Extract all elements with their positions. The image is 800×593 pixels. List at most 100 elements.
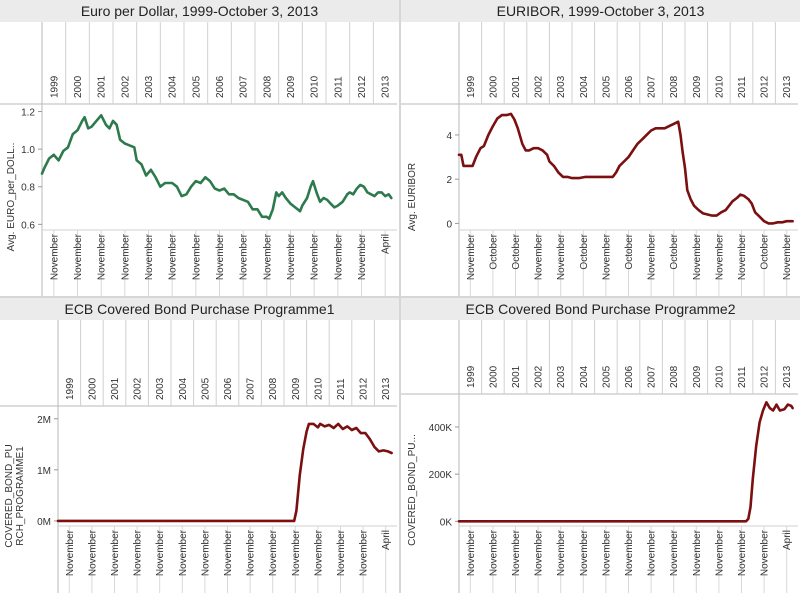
month-axis-label: November xyxy=(97,233,108,280)
y-tick-label: 0 xyxy=(446,219,452,230)
y-axis-title: COVERED_BOND_PU xyxy=(4,444,15,547)
year-header-label: 2009 xyxy=(286,75,297,98)
month-axis-label: November xyxy=(488,529,499,576)
year-header-label: 2004 xyxy=(579,75,590,98)
month-axis-label: November xyxy=(286,233,297,280)
month-axis-label: October xyxy=(511,233,522,269)
y-axis-title: Avg. EURO_per_DOLL.. xyxy=(6,143,17,252)
y-tick-label: 0K xyxy=(440,517,453,528)
month-axis-label: November xyxy=(133,529,144,576)
series-line xyxy=(457,401,794,523)
year-header-label: 2001 xyxy=(110,377,121,400)
year-header-label: 2010 xyxy=(313,377,324,400)
month-axis-label: November xyxy=(466,233,477,280)
month-axis-label: October xyxy=(579,233,590,269)
y-tick-label: 2M xyxy=(37,415,51,426)
year-header-label: 2004 xyxy=(178,377,189,400)
year-header-label: 2000 xyxy=(87,377,98,400)
month-axis-label: October xyxy=(669,233,680,269)
month-axis-label: November xyxy=(155,529,166,576)
year-header-label: 2007 xyxy=(246,377,257,400)
year-header-label: 1999 xyxy=(65,377,76,400)
month-axis-label: November xyxy=(191,233,202,280)
y-tick-label: 0M xyxy=(37,517,51,528)
chart-title: EURIBOR, 1999-October 3, 2013 xyxy=(401,0,800,22)
y-axis-title: Avg. EURIBOR xyxy=(407,163,418,231)
month-axis-label: November xyxy=(178,529,189,576)
month-axis-label: April xyxy=(782,530,793,550)
year-header-label: 2006 xyxy=(215,75,226,98)
chart-panel-cbpp2: ECB Covered Bond Purchase Programme2 199… xyxy=(401,298,800,593)
year-header-label: 2013 xyxy=(782,365,793,388)
year-header-label: 2007 xyxy=(647,75,658,98)
y-tick-label: 1.2 xyxy=(21,108,35,119)
year-header-label: 2001 xyxy=(511,365,522,388)
year-header-label: 2010 xyxy=(714,75,725,98)
year-header-label: 1999 xyxy=(466,75,477,98)
month-axis-label: November xyxy=(737,233,748,280)
month-axis-label: November xyxy=(246,529,257,576)
panel-divider-horizontal xyxy=(0,296,800,298)
year-header-label: 2012 xyxy=(760,75,771,98)
chart-title: ECB Covered Bond Purchase Programme1 xyxy=(0,298,399,320)
year-header-label: 1999 xyxy=(466,365,477,388)
year-header-label: 1999 xyxy=(49,75,60,98)
year-header-label: 2005 xyxy=(200,377,211,400)
chart-plot: 1999 November 2000 October 2001 October 2002 No… xyxy=(401,22,798,296)
y-tick-label: 1M xyxy=(37,466,51,477)
year-header-label: 2002 xyxy=(534,365,545,388)
y-tick-label: 2 xyxy=(446,175,452,186)
month-axis-label: November xyxy=(782,233,793,280)
month-axis-label: November xyxy=(49,233,60,280)
chart-plot: 1999 November 2000 November 2001 November 2002… xyxy=(401,320,798,593)
year-header-label: 2009 xyxy=(692,75,703,98)
month-axis-label: November xyxy=(466,529,477,576)
year-header-label: 2000 xyxy=(488,75,499,98)
month-axis-label: November xyxy=(579,529,590,576)
month-axis-label: November xyxy=(268,529,279,576)
year-header-label: 2000 xyxy=(73,75,84,98)
y-tick-label: 0.6 xyxy=(21,220,35,231)
month-axis-label: November xyxy=(556,529,567,576)
year-header-label: 2004 xyxy=(168,75,179,98)
month-axis-label: November xyxy=(714,233,725,280)
month-axis-label: November xyxy=(534,233,545,280)
month-axis-label: November xyxy=(333,233,344,280)
y-tick-label: 4 xyxy=(446,131,452,142)
year-header-label: 2011 xyxy=(333,76,344,98)
year-header-label: 2009 xyxy=(291,377,302,400)
month-axis-label: November xyxy=(200,529,211,576)
year-header-label: 2002 xyxy=(133,377,144,400)
year-header-label: 2008 xyxy=(669,75,680,98)
year-header-label: 2005 xyxy=(191,75,202,98)
year-header-label: 2001 xyxy=(97,75,108,98)
month-axis-label: November xyxy=(223,529,234,576)
month-axis-label: April xyxy=(381,530,392,550)
month-axis-label: November xyxy=(624,529,635,576)
month-axis-label: November xyxy=(144,233,155,280)
year-header-label: 2012 xyxy=(359,377,370,400)
year-header-label: 2008 xyxy=(669,365,680,388)
year-header-label: 2006 xyxy=(624,75,635,98)
month-axis-label: November xyxy=(65,529,76,576)
year-header-label: 2013 xyxy=(381,377,392,400)
series-line xyxy=(56,422,393,523)
month-axis-label: April xyxy=(381,234,392,254)
year-header-label: 2003 xyxy=(155,377,166,400)
month-axis-label: November xyxy=(73,233,84,280)
month-axis-label: November xyxy=(313,529,324,576)
month-axis-label: November xyxy=(760,529,771,576)
chart-title: ECB Covered Bond Purchase Programme2 xyxy=(401,298,800,320)
year-header-label: 2005 xyxy=(601,75,612,98)
month-axis-label: November xyxy=(168,233,179,280)
month-axis-label: November xyxy=(511,529,522,576)
chart-title: Euro per Dollar, 1999-October 3, 2013 xyxy=(0,0,399,22)
chart-panel-cbpp1: ECB Covered Bond Purchase Programme1 199… xyxy=(0,298,399,593)
year-header-label: 2013 xyxy=(782,75,793,98)
year-header-label: 2009 xyxy=(692,365,703,388)
month-axis-label: November xyxy=(692,233,703,280)
month-axis-label: November xyxy=(534,529,545,576)
year-header-label: 2006 xyxy=(624,365,635,388)
year-header-label: 2004 xyxy=(579,365,590,388)
year-header-label: 2008 xyxy=(262,75,273,98)
